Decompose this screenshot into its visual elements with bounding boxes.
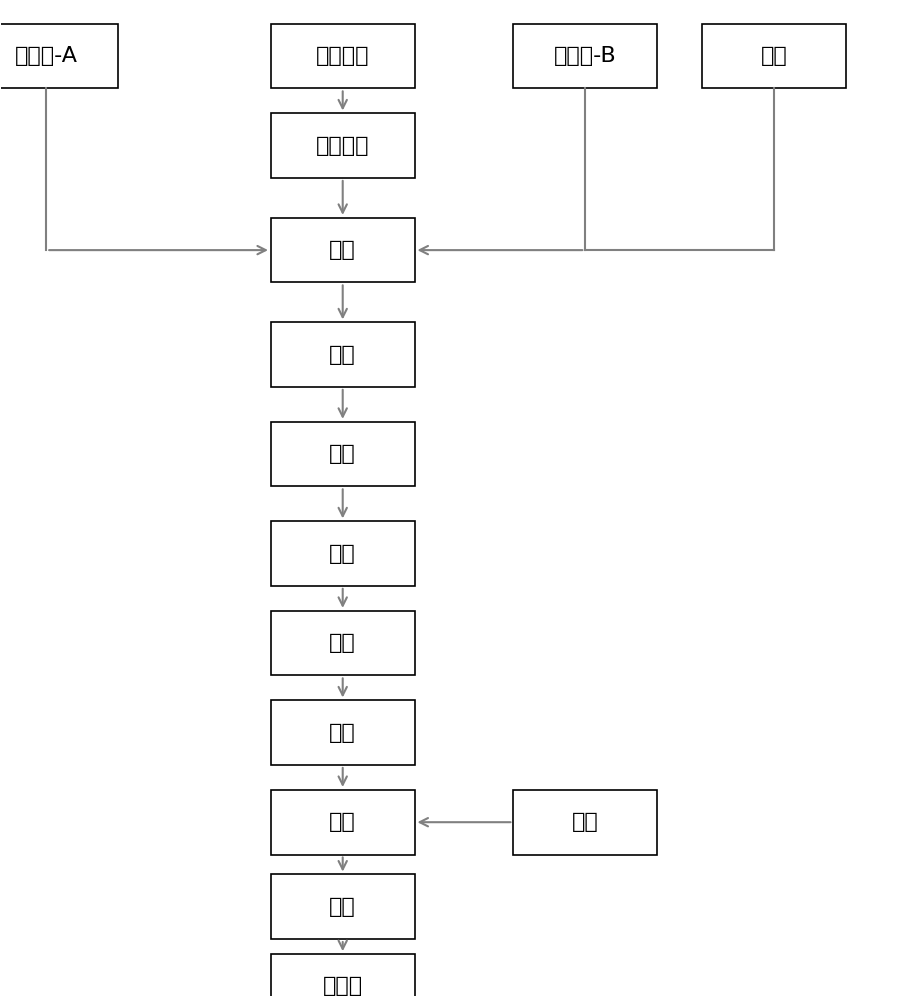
Text: 升温: 升温 [572, 812, 598, 832]
FancyBboxPatch shape [271, 422, 414, 486]
FancyBboxPatch shape [0, 24, 118, 88]
FancyBboxPatch shape [271, 700, 414, 765]
FancyBboxPatch shape [271, 874, 414, 939]
FancyBboxPatch shape [271, 24, 414, 88]
Text: 净化: 净化 [330, 633, 356, 653]
Text: 吸收: 吸收 [330, 897, 356, 917]
Text: 成品酸: 成品酸 [323, 976, 363, 996]
Text: 配料: 配料 [330, 240, 356, 260]
Text: 电解锰渣: 电解锰渣 [316, 46, 369, 66]
FancyBboxPatch shape [702, 24, 846, 88]
Text: 粉磨: 粉磨 [330, 345, 356, 365]
Text: 活化剂-A: 活化剂-A [14, 46, 77, 66]
FancyBboxPatch shape [271, 790, 414, 855]
Text: 活化剂-B: 活化剂-B [554, 46, 616, 66]
FancyBboxPatch shape [271, 113, 414, 178]
Text: 收尘: 收尘 [330, 544, 356, 564]
FancyBboxPatch shape [514, 24, 657, 88]
Text: 烘干破碎: 烘干破碎 [316, 136, 369, 156]
FancyBboxPatch shape [271, 218, 414, 282]
FancyBboxPatch shape [514, 790, 657, 855]
Text: 干吸: 干吸 [330, 723, 356, 743]
Text: 煤粉: 煤粉 [760, 46, 787, 66]
Text: 煅烧: 煅烧 [330, 444, 356, 464]
FancyBboxPatch shape [271, 954, 414, 1000]
Text: 转化: 转化 [330, 812, 356, 832]
FancyBboxPatch shape [271, 322, 414, 387]
FancyBboxPatch shape [271, 611, 414, 675]
FancyBboxPatch shape [271, 521, 414, 586]
